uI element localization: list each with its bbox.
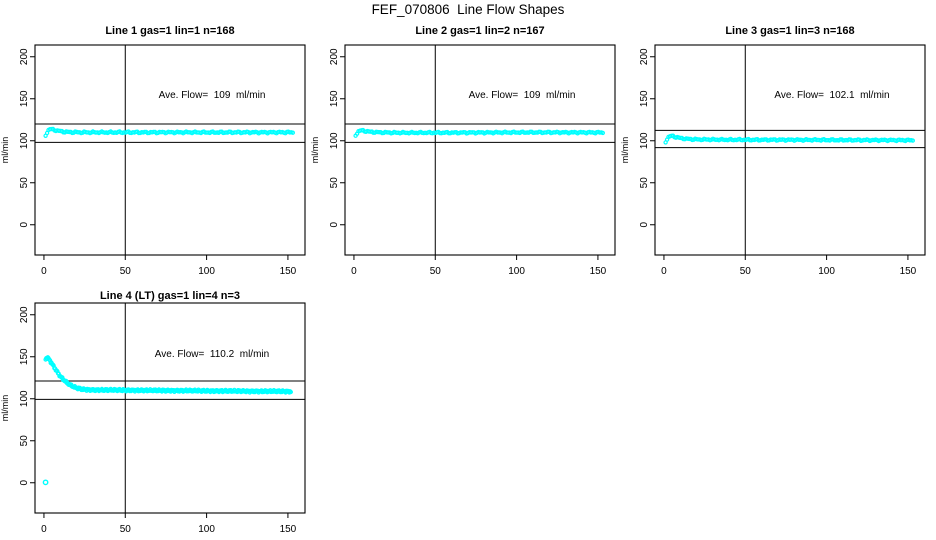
svg-text:200: 200 (19, 48, 30, 65)
panel-4-title: Line 4 (LT) gas=1 lin=4 n=3 (99, 290, 241, 302)
svg-text:50: 50 (639, 177, 650, 189)
panel-1-title: Line 1 gas=1 lin=1 n=168 (105, 25, 235, 37)
svg-text:50: 50 (120, 266, 132, 277)
svg-text:0: 0 (19, 222, 30, 228)
svg-text:50: 50 (19, 177, 30, 189)
panel-2-avg-flow-annotation: Ave. Flow= 109 ml/min (468, 90, 576, 101)
svg-text:50: 50 (19, 435, 30, 447)
svg-text:200: 200 (329, 48, 340, 65)
svg-text:100: 100 (198, 266, 215, 277)
svg-text:ml/min: ml/min (620, 137, 630, 164)
svg-text:ml/min: ml/min (0, 395, 10, 422)
svg-text:150: 150 (19, 90, 30, 107)
svg-text:50: 50 (329, 177, 340, 189)
panel-1-plot: 0 50 100 150 0 50 100 150 200 ml/min (0, 44, 306, 277)
svg-text:150: 150 (329, 90, 340, 107)
svg-text:0: 0 (329, 222, 340, 228)
panel-2-title: Line 2 gas=1 lin=2 n=167 (415, 25, 545, 37)
svg-text:150: 150 (590, 266, 607, 277)
panel-4-avg-flow-annotation: Ave. Flow= 110.2 ml/min (154, 349, 270, 360)
svg-text:100: 100 (639, 132, 650, 149)
svg-text:100: 100 (508, 266, 525, 277)
svg-text:100: 100 (19, 132, 30, 149)
svg-text:150: 150 (280, 266, 297, 277)
svg-text:150: 150 (900, 266, 917, 277)
svg-text:100: 100 (19, 390, 30, 407)
panel-2-plot: 0 50 100 150 0 50 100 150 200 ml/min (310, 44, 616, 277)
svg-text:100: 100 (818, 266, 835, 277)
svg-text:100: 100 (329, 132, 340, 149)
svg-text:150: 150 (639, 90, 650, 107)
svg-text:150: 150 (19, 348, 30, 365)
figure-title: FEF_070806 Line Flow Shapes (371, 2, 565, 17)
svg-text:0: 0 (351, 266, 357, 277)
svg-text:200: 200 (19, 306, 30, 323)
svg-text:50: 50 (120, 524, 132, 535)
svg-text:0: 0 (41, 266, 47, 277)
svg-text:0: 0 (41, 524, 47, 535)
svg-text:0: 0 (639, 222, 650, 228)
panel-3-avg-flow-annotation: Ave. Flow= 102.1 ml/min (774, 90, 890, 101)
panel-3-plot: 0 50 100 150 0 50 100 150 200 ml/min (620, 44, 926, 277)
svg-text:50: 50 (740, 266, 752, 277)
svg-text:200: 200 (639, 48, 650, 65)
svg-text:150: 150 (280, 524, 297, 535)
svg-text:ml/min: ml/min (0, 137, 10, 164)
svg-text:ml/min: ml/min (310, 137, 320, 164)
panel-3-title: Line 3 gas=1 lin=3 n=168 (725, 25, 855, 37)
svg-text:50: 50 (430, 266, 442, 277)
panel-1-avg-flow-annotation: Ave. Flow= 109 ml/min (158, 90, 266, 101)
svg-text:0: 0 (19, 480, 30, 486)
svg-text:0: 0 (661, 266, 667, 277)
svg-text:100: 100 (198, 524, 215, 535)
panel-4-plot: 0 50 100 150 0 50 100 150 200 ml/min (0, 302, 306, 535)
